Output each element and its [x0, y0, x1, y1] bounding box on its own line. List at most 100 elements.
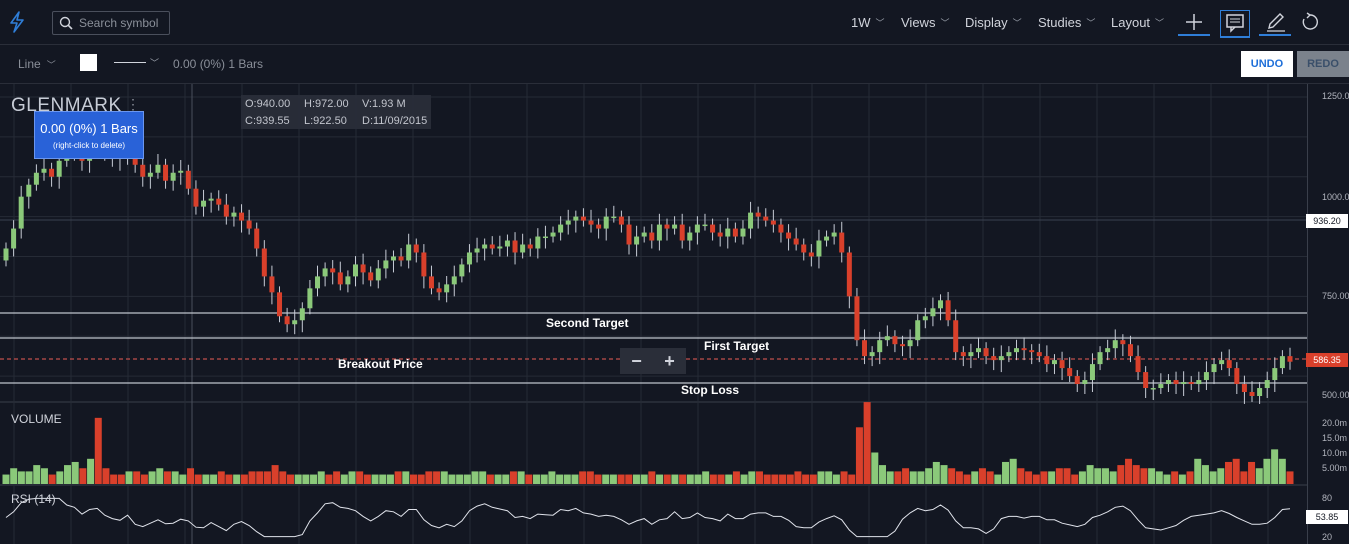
volume-bar — [617, 474, 625, 484]
rsi-line — [5, 497, 1291, 538]
volume-bar — [517, 471, 525, 484]
volume-bar — [556, 474, 564, 484]
candle-body — [535, 236, 541, 249]
candle-body — [1105, 348, 1111, 353]
color-swatch[interactable] — [80, 54, 97, 71]
zoom-out-button[interactable]: − — [631, 351, 642, 371]
volume-tick-label: 15.0m — [1322, 433, 1348, 443]
rsi-tick-label: 80 — [1322, 493, 1333, 503]
candle-body — [368, 272, 374, 281]
candle-body — [185, 170, 191, 189]
volume-bar — [602, 474, 610, 484]
volume-bar — [863, 402, 871, 484]
candle-body — [846, 252, 852, 297]
candle-body — [428, 276, 434, 289]
layout-menu[interactable]: Layout ﹀ — [1111, 15, 1164, 30]
volume-bar — [932, 461, 940, 484]
volume-bar — [48, 474, 56, 484]
undo-button[interactable]: UNDO — [1241, 51, 1293, 77]
search-input[interactable] — [79, 15, 167, 31]
annotation-breakout-price[interactable]: Breakout Price — [338, 357, 423, 371]
volume-bar — [263, 471, 271, 484]
volume-bar — [1101, 468, 1109, 484]
zoom-in-button[interactable]: + — [664, 351, 675, 371]
studies-menu[interactable]: Studies ﹀ — [1038, 15, 1095, 30]
volume-bar — [394, 471, 402, 484]
candle-body — [1150, 388, 1156, 390]
volume-bar — [448, 474, 456, 484]
volume-bar — [286, 474, 294, 484]
candle-body — [884, 336, 890, 341]
symbol-menu-icon[interactable]: ⋮ — [126, 96, 140, 112]
candle-body — [489, 244, 495, 249]
lightning-logo-icon[interactable] — [8, 11, 26, 33]
candle-body — [208, 198, 214, 201]
volume-bar — [140, 474, 148, 484]
volume-bar — [240, 474, 248, 484]
candle-body — [702, 224, 708, 227]
volume-bar — [948, 468, 956, 484]
candle-body — [497, 246, 503, 249]
views-menu[interactable]: Views ﹀ — [901, 15, 949, 30]
measure-tooltip[interactable]: 0.00 (0%) 1 Bars (right-click to delete) — [34, 111, 144, 159]
search-box[interactable] — [52, 11, 170, 35]
candle-body — [869, 352, 875, 357]
chevron-down-icon: ﹀ — [1155, 18, 1165, 28]
volume-bar — [202, 474, 210, 484]
stroke-width-select[interactable]: ﹀ — [114, 55, 160, 71]
candle-body — [915, 320, 921, 341]
ohlc-high: H:972.00 — [304, 98, 349, 110]
volume-bar — [994, 474, 1002, 484]
candle-body — [687, 232, 693, 241]
candle-body — [512, 240, 518, 253]
crosshair-button[interactable] — [1178, 10, 1210, 36]
annotation-stop-loss[interactable]: Stop Loss — [681, 383, 740, 397]
volume-bar — [1255, 468, 1263, 484]
candle-body — [1135, 356, 1141, 373]
candle-body — [1112, 340, 1118, 349]
candle-body — [33, 172, 39, 185]
volume-bar — [256, 471, 264, 484]
comment-button[interactable] — [1220, 10, 1250, 38]
interval-menu[interactable]: 1W ﹀ — [851, 15, 885, 30]
volume-bar — [1032, 474, 1040, 484]
reset-icon — [1302, 12, 1318, 30]
volume-bar — [786, 474, 794, 484]
candle-body — [216, 198, 222, 205]
volume-bar — [125, 471, 133, 484]
volume-bar — [325, 474, 333, 484]
volume-bar — [402, 471, 410, 484]
candle-body — [322, 268, 328, 277]
volume-bar — [978, 468, 986, 484]
volume-bar — [148, 471, 156, 484]
display-menu[interactable]: Display ﹀ — [965, 15, 1022, 30]
price-axis[interactable]: 1250.00 1000.00 750.00 500.00 20.0m 15.0m 10.0… — [1306, 84, 1349, 544]
symbol-name: GLENMARK — [11, 95, 122, 116]
candle-body — [1143, 372, 1149, 389]
volume-bar — [625, 474, 633, 484]
reset-button[interactable] — [1296, 10, 1328, 36]
annotation-second-target[interactable]: Second Target — [546, 316, 629, 330]
chevron-down-icon: ﹀ — [940, 18, 950, 28]
crosshair-icon — [1186, 14, 1202, 30]
redo-button[interactable]: REDO — [1297, 51, 1349, 77]
candle-body — [755, 212, 761, 217]
volume-bar — [702, 471, 710, 484]
volume-bar — [694, 474, 702, 484]
candle-body — [163, 164, 169, 181]
line-type-select[interactable]: Line ﹀ — [18, 57, 56, 71]
candle-body — [907, 340, 913, 347]
volume-bar — [425, 471, 433, 484]
annotation-first-target[interactable]: First Target — [704, 339, 770, 353]
candle-body — [816, 240, 822, 257]
chevron-down-icon: ﹀ — [875, 18, 885, 28]
candle-body — [649, 232, 655, 241]
volume-bar — [456, 474, 464, 484]
volume-bar — [2, 474, 10, 484]
price-tick-label: 750.00 — [1322, 291, 1349, 301]
draw-button[interactable] — [1259, 10, 1291, 36]
candle-body — [337, 272, 343, 285]
chart-canvas[interactable] — [0, 84, 1307, 544]
candle-body — [634, 236, 640, 245]
candle-body — [740, 228, 746, 237]
